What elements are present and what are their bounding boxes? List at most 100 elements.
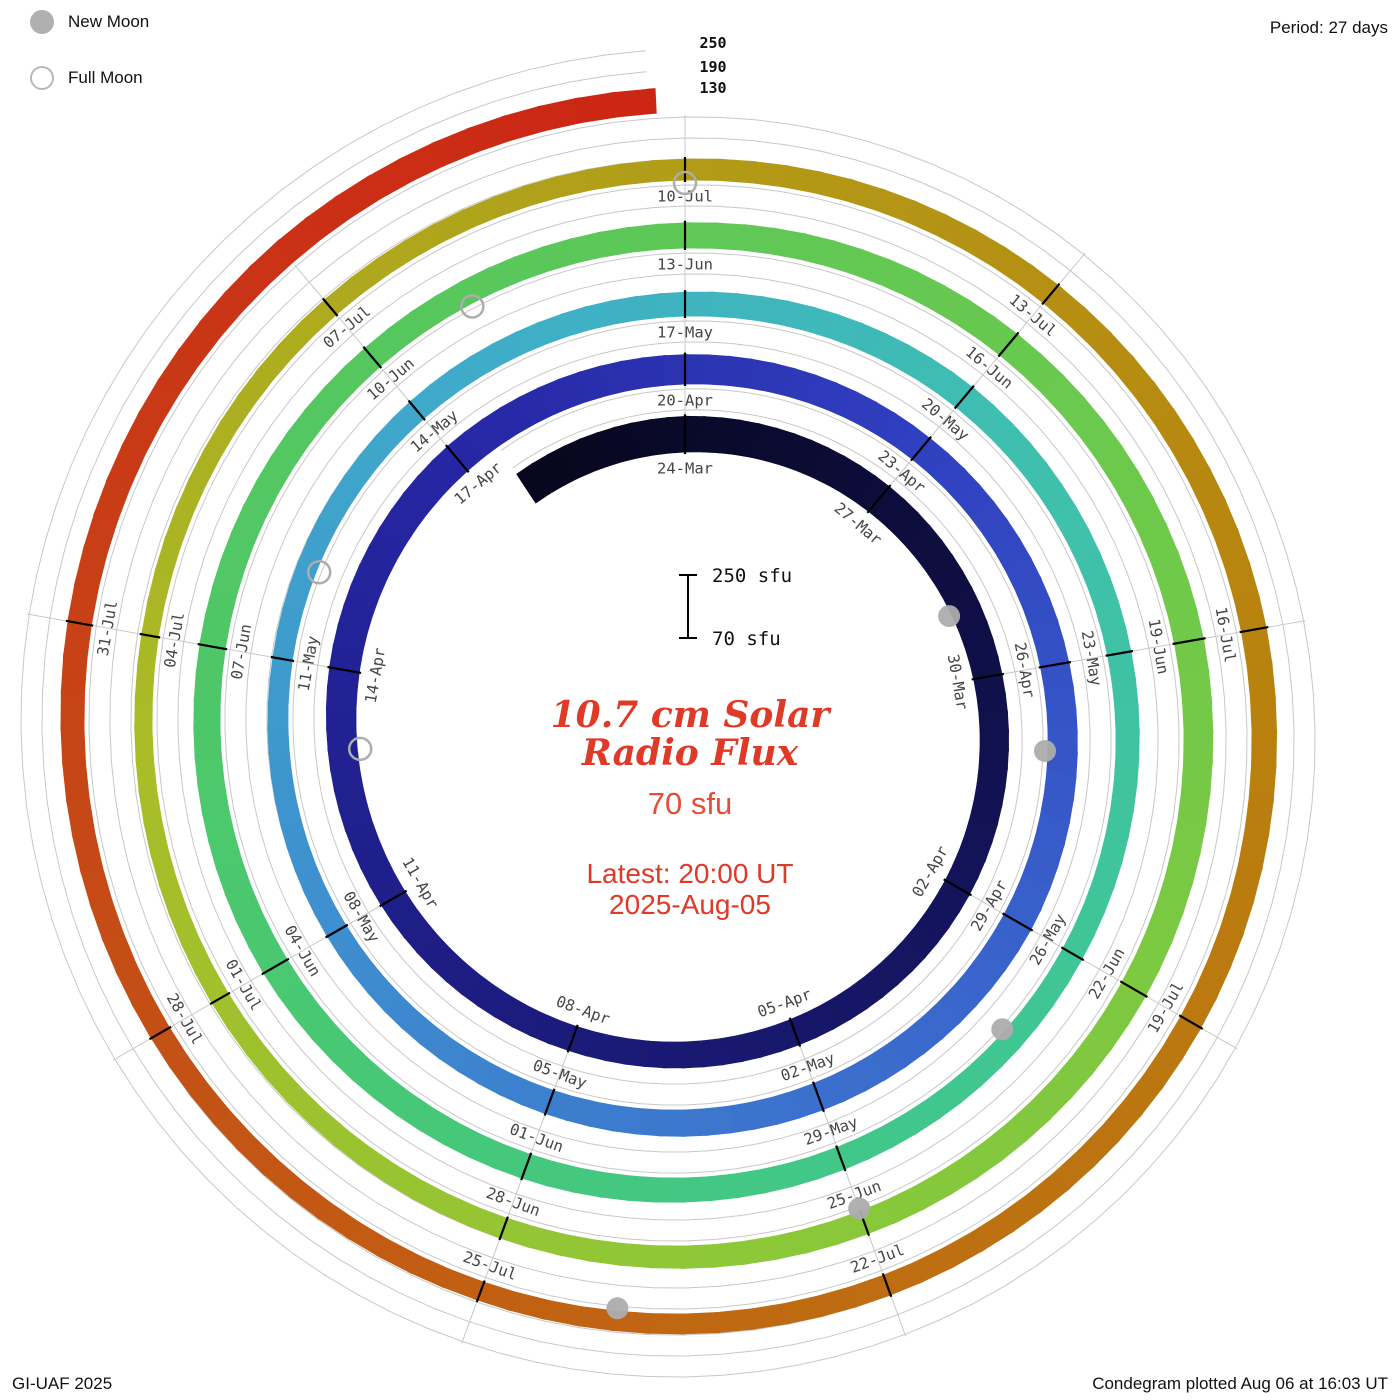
scale-top-label: 250 sfu [712, 565, 793, 587]
gridline-250sfu [20, 50, 1316, 1378]
flux-band-segment [707, 1173, 741, 1202]
full-moon-icon [30, 66, 54, 90]
scale-bottom-label: 70 sfu [712, 628, 781, 650]
segment-tick [811, 1081, 825, 1113]
flux-scale-glyph [679, 574, 697, 639]
segment-spoke [1130, 643, 1172, 652]
segment-tick [65, 619, 94, 627]
radial-scale-190: 190 [699, 58, 727, 76]
chart-title-line1: 10.7 cm Solar [550, 694, 830, 736]
full-moon-marker [347, 736, 373, 762]
gridline-190sfu [41, 71, 1295, 1357]
flux-band-segment [134, 693, 153, 731]
segment-spoke [799, 1044, 814, 1081]
new-moon-marker [606, 1297, 629, 1320]
segment-tick [261, 957, 290, 976]
flux-band-segment [1182, 698, 1214, 735]
segment-tick [1060, 946, 1085, 962]
segment-spoke [228, 648, 273, 658]
chart-title-line2: Radio Flux [581, 732, 799, 774]
flux-band-segment [651, 158, 690, 183]
flux-band-segment [267, 726, 290, 755]
segment-spoke [94, 625, 142, 635]
radial-scale-250: 250 [699, 34, 727, 52]
new-moon-marker [991, 1018, 1014, 1041]
flux-band-segment [194, 753, 225, 788]
segment-spoke [1016, 304, 1042, 335]
new-moon-marker [1034, 740, 1056, 762]
flux-band-segment [1111, 676, 1139, 709]
flux-band-segment [645, 1313, 686, 1335]
legend-full-moon-label: Full Moon [68, 68, 143, 87]
segment-spoke [507, 1178, 523, 1216]
segment-tick [379, 889, 408, 908]
legend-new-moon-label: New Moon [68, 12, 150, 31]
segment-tick [1178, 1014, 1204, 1030]
flux-band-segment [134, 725, 154, 763]
segment-tick [835, 1145, 847, 1172]
flux-band-segment [618, 160, 658, 186]
segment-spoke [381, 368, 411, 403]
segment-tick [445, 444, 470, 474]
flux-band-segment [1046, 706, 1078, 734]
flux-band-segment [193, 726, 222, 759]
latest-time: Latest: 20:00 UT [586, 858, 794, 889]
segment-tick [325, 923, 349, 939]
segment-spoke [289, 936, 328, 959]
segment-tick [475, 1280, 486, 1303]
legend-new-moon: New Moon [30, 10, 149, 34]
segment-spoke [1266, 620, 1306, 628]
credit-label: GI-UAF 2025 [12, 1374, 113, 1393]
segment-tick [1239, 626, 1269, 634]
flux-band-segment [1249, 695, 1278, 735]
segment-spoke [1001, 667, 1038, 675]
segment-spoke [822, 1109, 837, 1145]
segment-spoke [27, 613, 68, 622]
date-label: 14-Apr [362, 646, 389, 704]
segment-tick [1105, 649, 1134, 657]
segment-tick [566, 1024, 579, 1053]
segment-tick [1172, 637, 1206, 646]
flux-band-segment [681, 1176, 713, 1203]
legend-full-moon: Full Moon [30, 66, 143, 90]
segment-tick [543, 1088, 556, 1116]
new-moon-marker [848, 1197, 871, 1220]
flux-band-segment [62, 760, 90, 803]
segment-spoke [295, 660, 330, 668]
flux-band-segment [1246, 660, 1276, 702]
full-moon-marker [672, 170, 698, 196]
segment-tick [362, 346, 383, 369]
segment-spoke [554, 1050, 569, 1088]
segment-spoke [1030, 929, 1061, 948]
segment-spoke [972, 356, 999, 388]
flux-band-segment [1178, 668, 1213, 705]
flux-band-segment [659, 291, 689, 318]
segment-tick [327, 665, 362, 674]
date-label: 17-May [657, 324, 713, 342]
segment-tick [1041, 282, 1061, 306]
new-moon-marker [938, 605, 961, 628]
segment-tick [788, 1017, 802, 1047]
flux-band-segment [655, 222, 689, 250]
segment-spoke [969, 893, 1002, 914]
segment-spoke [1203, 631, 1239, 640]
date-label: 20-Apr [657, 392, 713, 410]
segment-tick [148, 1025, 172, 1041]
segment-spoke [888, 461, 911, 487]
flux-band-segment [610, 88, 654, 118]
flux-band-segment [60, 725, 87, 767]
segment-spoke [890, 1294, 907, 1337]
segment-tick [971, 672, 1005, 681]
date-label: 10-Jul [657, 188, 713, 206]
segment-tick [498, 1216, 509, 1241]
segment-tick [322, 297, 339, 317]
segment-tick [520, 1152, 533, 1181]
segment-tick [953, 384, 975, 410]
segment-tick [866, 484, 892, 514]
flux-band-segment [326, 727, 358, 752]
flux-band-segment [682, 1040, 706, 1069]
period-label: Period: 27 days [1269, 18, 1388, 37]
flux-band-segment [680, 1244, 717, 1269]
